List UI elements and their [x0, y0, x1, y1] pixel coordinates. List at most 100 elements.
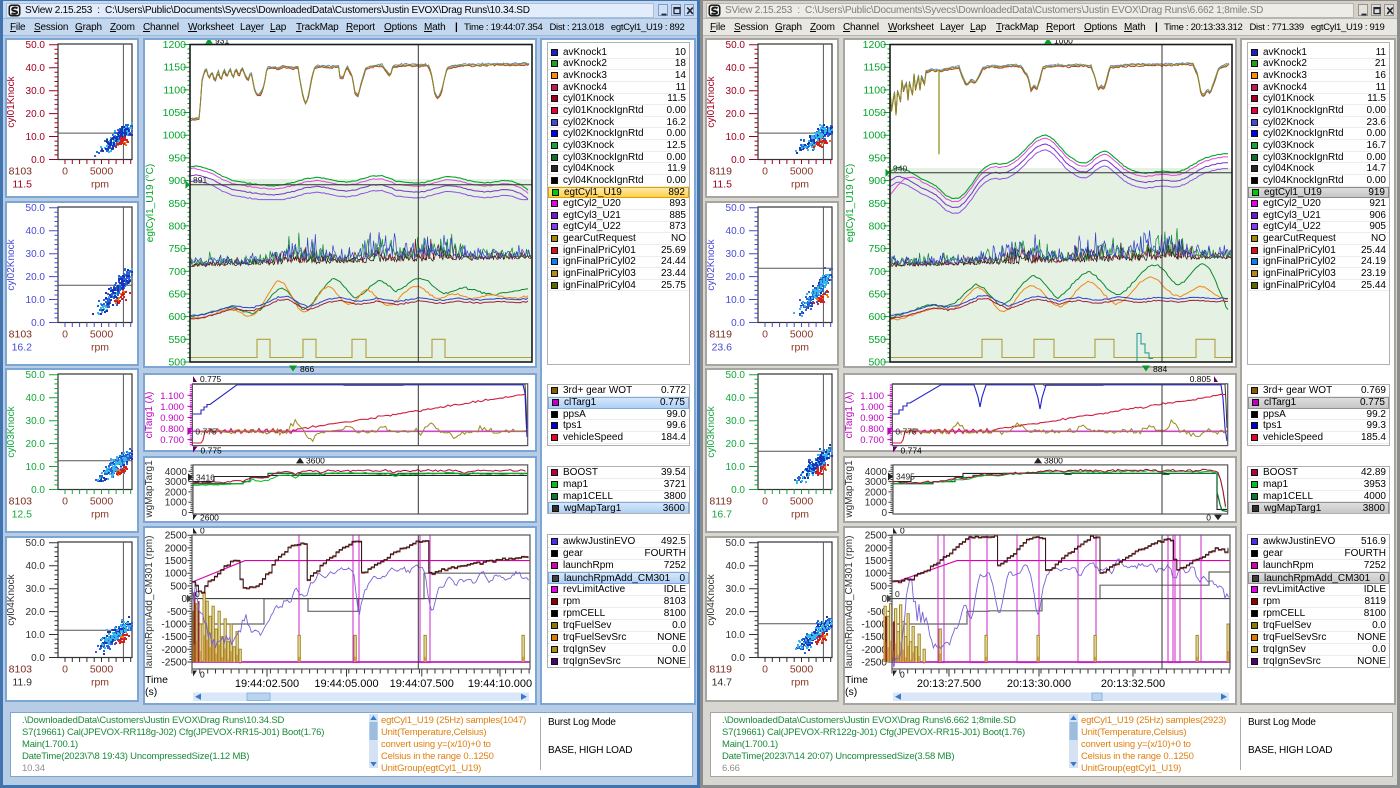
svg-text:0: 0	[62, 496, 68, 508]
svg-text:0.900: 0.900	[860, 413, 884, 424]
svg-text:0.775: 0.775	[195, 426, 217, 436]
svg-text:5000: 5000	[90, 166, 114, 178]
svg-text:900: 900	[868, 175, 886, 187]
svg-text:Time: Time	[845, 674, 868, 686]
svg-text:(s): (s)	[845, 686, 857, 698]
svg-text:50.0: 50.0	[726, 40, 746, 51]
svg-text:8103: 8103	[9, 664, 33, 676]
svg-text:0: 0	[200, 670, 205, 680]
svg-text:wgMapTarg1: wgMapTarg1	[144, 460, 155, 519]
svg-text:-500: -500	[167, 607, 187, 618]
svg-text:0: 0	[900, 526, 905, 536]
svg-text:50.0: 50.0	[26, 538, 46, 549]
svg-text:cyl02Knock: cyl02Knock	[6, 238, 17, 290]
svg-text:5000: 5000	[90, 664, 114, 676]
svg-text:850: 850	[868, 198, 886, 210]
svg-text:-2500: -2500	[861, 658, 887, 669]
svg-text:500: 500	[168, 357, 186, 369]
svg-text:rpm: rpm	[91, 179, 109, 191]
svg-text:0.0: 0.0	[31, 318, 45, 329]
svg-text:5000: 5000	[790, 664, 814, 676]
svg-text:2600: 2600	[200, 513, 219, 523]
svg-text:0: 0	[895, 589, 900, 599]
svg-text:0.0: 0.0	[731, 318, 745, 329]
svg-text:10.0: 10.0	[726, 630, 746, 641]
svg-text:30.0: 30.0	[726, 416, 746, 427]
svg-text:0: 0	[881, 594, 887, 605]
svg-text:750: 750	[868, 243, 886, 255]
svg-text:30.0: 30.0	[726, 584, 746, 595]
svg-text:cyl04Knock: cyl04Knock	[706, 573, 717, 625]
svg-text:clTarg1 (λ): clTarg1 (λ)	[844, 392, 855, 439]
svg-text:700: 700	[168, 266, 186, 278]
svg-text:800: 800	[168, 220, 186, 232]
svg-text:8119: 8119	[709, 664, 732, 676]
svg-text:2500: 2500	[165, 531, 188, 542]
svg-text:0.0: 0.0	[731, 653, 745, 664]
svg-text:launchRpmAdd_CM301 (rpm): launchRpmAdd_CM301 (rpm)	[144, 536, 155, 669]
svg-text:0: 0	[762, 496, 768, 508]
svg-text:launchRpmAdd_CM301 (rpm): launchRpmAdd_CM301 (rpm)	[844, 536, 855, 669]
svg-text:0.800: 0.800	[860, 424, 884, 435]
svg-text:500: 500	[870, 581, 887, 592]
svg-text:rpm: rpm	[791, 509, 809, 521]
svg-text:550: 550	[168, 334, 186, 346]
svg-text:0: 0	[1206, 513, 1211, 523]
svg-text:20:13:27.500: 20:13:27.500	[917, 678, 981, 690]
svg-text:900: 900	[168, 175, 186, 187]
svg-text:2000: 2000	[865, 487, 888, 498]
svg-text:0: 0	[195, 589, 200, 599]
svg-text:0: 0	[62, 329, 68, 341]
svg-text:20.0: 20.0	[26, 272, 46, 283]
svg-text:5000: 5000	[90, 496, 114, 508]
svg-text:5000: 5000	[790, 496, 814, 508]
svg-text:0.775: 0.775	[201, 446, 223, 455]
svg-text:1000: 1000	[865, 498, 888, 509]
svg-text:11.9: 11.9	[12, 677, 32, 689]
svg-text:rpm: rpm	[91, 677, 109, 689]
svg-text:1200: 1200	[863, 39, 887, 51]
svg-text:940: 940	[893, 163, 907, 173]
svg-text:750: 750	[168, 243, 186, 255]
svg-text:3000: 3000	[165, 477, 188, 488]
svg-text:rpm: rpm	[791, 677, 809, 689]
svg-text:3600: 3600	[306, 456, 325, 465]
svg-text:10.0: 10.0	[26, 462, 46, 473]
svg-text:40.0: 40.0	[726, 63, 746, 74]
svg-text:11.5: 11.5	[12, 179, 32, 191]
svg-text:cyl03Knock: cyl03Knock	[6, 405, 17, 457]
svg-text:(s): (s)	[145, 686, 157, 698]
svg-text:3800: 3800	[1044, 456, 1063, 465]
svg-text:4000: 4000	[865, 467, 888, 478]
svg-text:egtCyl1_U19 (°C): egtCyl1_U19 (°C)	[145, 164, 156, 242]
svg-text:50.0: 50.0	[726, 370, 746, 381]
svg-text:650: 650	[868, 289, 886, 301]
svg-text:850: 850	[168, 198, 186, 210]
svg-text:19:44:05.000: 19:44:05.000	[314, 678, 378, 690]
svg-text:1200: 1200	[163, 39, 187, 51]
svg-text:950: 950	[168, 152, 186, 164]
svg-text:0.774: 0.774	[901, 446, 923, 455]
svg-text:10.0: 10.0	[26, 295, 46, 306]
svg-text:-2000: -2000	[861, 645, 887, 656]
svg-text:14.7: 14.7	[712, 677, 733, 689]
svg-text:16.2: 16.2	[12, 342, 33, 354]
svg-text:0.700: 0.700	[860, 435, 884, 446]
svg-text:2000: 2000	[165, 487, 188, 498]
svg-text:-2500: -2500	[161, 658, 187, 669]
svg-text:0.775: 0.775	[200, 374, 222, 384]
svg-text:10.0: 10.0	[26, 630, 46, 641]
svg-text:0: 0	[181, 508, 187, 519]
svg-text:20.0: 20.0	[726, 607, 746, 618]
svg-text:8103: 8103	[9, 329, 33, 341]
svg-text:1500: 1500	[165, 556, 188, 567]
svg-text:50.0: 50.0	[26, 203, 46, 214]
svg-text:20.0: 20.0	[26, 109, 46, 120]
svg-text:0.0: 0.0	[731, 485, 745, 496]
svg-text:0.0: 0.0	[31, 485, 45, 496]
svg-text:5000: 5000	[790, 329, 814, 341]
svg-text:1.000: 1.000	[860, 402, 884, 413]
svg-text:2000: 2000	[865, 543, 888, 554]
svg-text:0: 0	[762, 166, 768, 178]
svg-text:20.0: 20.0	[26, 607, 46, 618]
